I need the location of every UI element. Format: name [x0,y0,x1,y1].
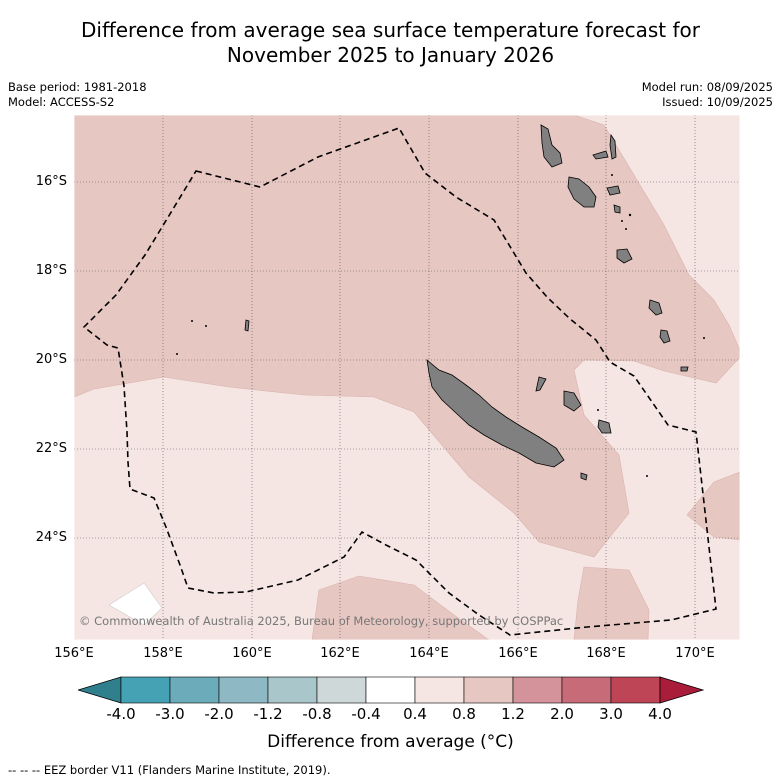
islet [205,325,207,327]
new-caledonia [426,359,565,468]
loyalty-mare [597,419,612,434]
colorbar-tick-label: -1.2 [253,705,283,723]
islet [611,174,613,176]
copyright-notice: © Commonwealth of Australia 2025, Bureau… [79,614,564,628]
title-line-1: Difference from average sea surface temp… [80,18,700,42]
anomaly-band-neutral [108,582,163,626]
anomaly-band-medium-main [74,115,740,558]
colorbar-tick-label: 4.0 [648,705,672,723]
colorbar-tick-label: -4.0 [106,705,136,723]
loyalty-ouvea [535,376,547,392]
colorbar [78,676,705,704]
colorbar-tick-label: -2.0 [204,705,234,723]
issued-date: Issued: 10/09/2025 [662,95,773,109]
model-name: Model: ACCESS-S2 [8,95,115,109]
lat-label-16s: 16°S [35,174,67,189]
colorbar-tick-label: 1.2 [501,705,525,723]
colorbar-tick-label: 0.4 [403,705,427,723]
vanuatu-ambrym [606,185,621,196]
anomaly-band-medium-south-b [573,566,650,640]
colorbar-tick-label: -0.8 [302,705,332,723]
eez-border [82,127,717,636]
lat-label-20s: 20°S [35,352,67,367]
land-masses [244,124,689,481]
sst-anomaly-map [74,115,740,640]
lat-label-18s: 18°S [35,263,67,278]
vanuatu-ambae [592,150,609,160]
colorbar-tick-label: 0.8 [452,705,476,723]
small-islets [176,174,705,477]
lon-label-164e: 164°E [409,646,449,661]
colorbar-segment [561,676,612,704]
eez-footnote: -- -- -- EEZ border V11 (Flanders Marine… [8,763,331,777]
vanuatu-espiritu-santo [540,124,563,168]
colorbar-segment [463,676,514,704]
metadata-right: Model run: 08/09/2025 Issued: 10/09/2025 [642,80,773,110]
lon-label-156e: 156°E [54,646,94,661]
anomaly-band-medium-south-a [311,575,490,640]
colorbar-segment [414,676,465,704]
vanuatu-tanna [659,329,671,344]
vanuatu-efate [616,248,633,264]
islet [628,213,632,217]
colorbar-segment [267,676,318,704]
hunter-island [680,366,689,372]
lon-label-162e: 162°E [320,646,360,661]
lat-label-24s: 24°S [35,530,67,545]
islet [597,409,599,411]
isle-of-pines [580,472,588,481]
lon-label-168e: 168°E [586,646,626,661]
title-line-2: November 2025 to January 2026 [226,43,555,67]
colorbar-segment [120,676,171,704]
islet [646,475,648,477]
colorbar-segment [218,676,269,704]
colorbar-segment [316,676,367,704]
colorbar-tick-label: -3.0 [155,705,185,723]
lon-label-170e: 170°E [675,646,715,661]
metadata-left: Base period: 1981-2018 Model: ACCESS-S2 [8,80,147,110]
colorbar-arrow-low [78,676,122,704]
islet [703,337,705,339]
gridlines [74,115,740,640]
vanuatu-malekula [567,176,597,208]
colorbar-segment [610,676,661,704]
chesterfield-island [244,319,250,332]
islet [176,353,178,355]
colorbar-segment [169,676,220,704]
colorbar-segment [365,676,416,704]
lon-label-158e: 158°E [143,646,183,661]
islet [191,320,193,322]
colorbar-label: Difference from average (°C) [267,732,514,752]
lon-label-160e: 160°E [232,646,272,661]
colorbar-segment [512,676,563,704]
lon-label-166e: 166°E [498,646,538,661]
colorbar-arrow-high [659,676,705,704]
anomaly-band-medium-east [686,471,740,541]
chart-title: Difference from average sea surface temp… [0,18,781,68]
islet [625,228,627,230]
lat-label-22s: 22°S [35,441,67,456]
colorbar-tick-label: -0.4 [351,705,381,723]
colorbar-tick-label: 2.0 [550,705,574,723]
islet [621,220,623,222]
vanuatu-erromango [648,299,663,316]
vanuatu-pentecost [609,133,617,160]
loyalty-lifou [563,390,582,412]
model-run: Model run: 08/09/2025 [641,80,773,94]
colorbar-tick-label: 3.0 [599,705,623,723]
base-period: Base period: 1981-2018 [8,80,147,94]
vanuatu-epi [613,204,621,214]
